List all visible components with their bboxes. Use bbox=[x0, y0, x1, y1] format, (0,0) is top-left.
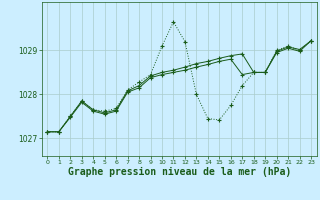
X-axis label: Graphe pression niveau de la mer (hPa): Graphe pression niveau de la mer (hPa) bbox=[68, 167, 291, 177]
